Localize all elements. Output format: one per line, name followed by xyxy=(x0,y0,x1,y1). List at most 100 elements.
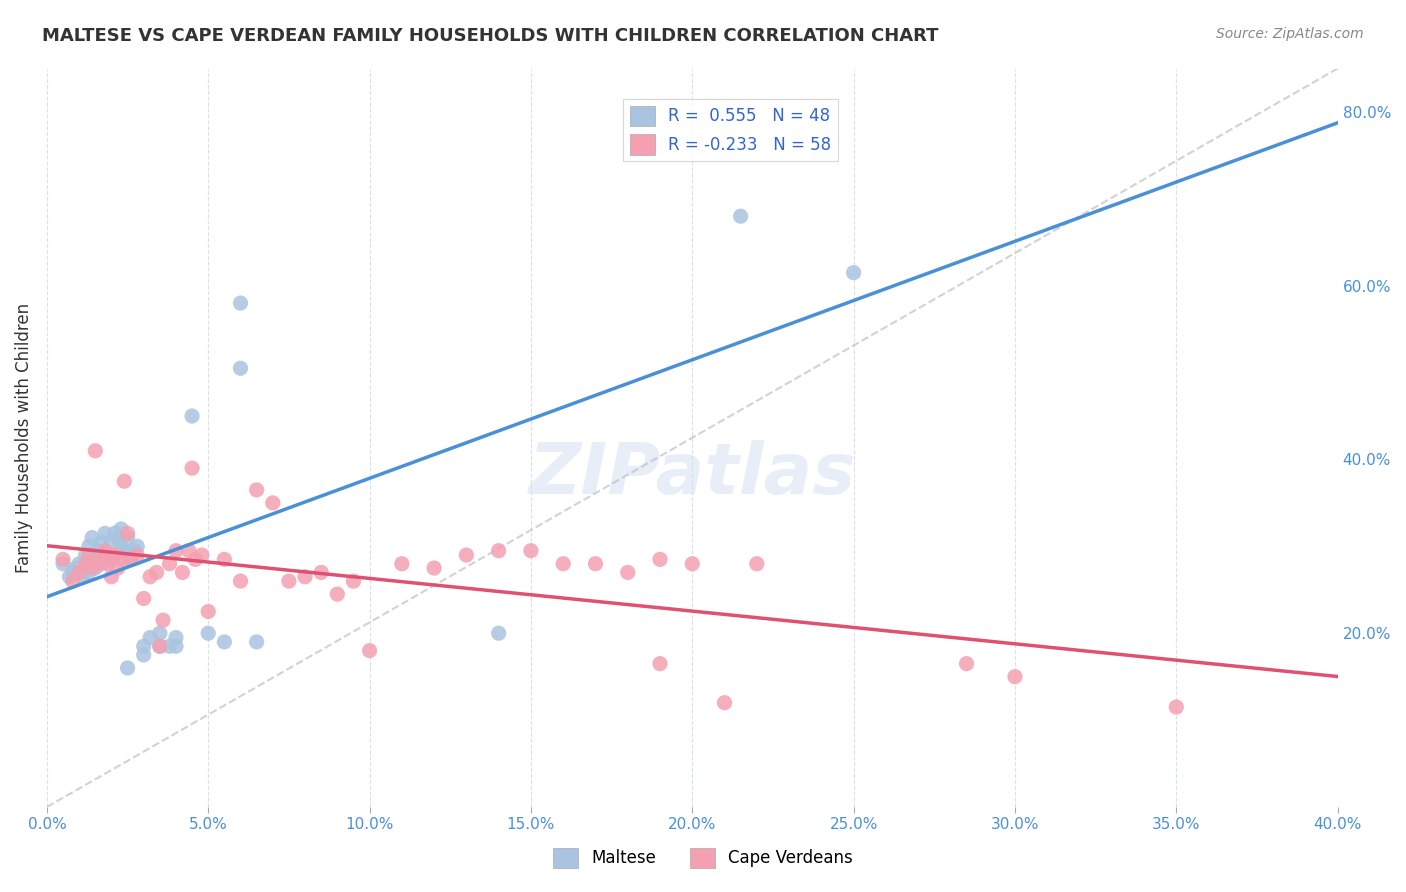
Point xyxy=(229,574,252,588)
Point xyxy=(139,631,162,645)
Point xyxy=(72,570,94,584)
Point xyxy=(127,548,149,562)
Point xyxy=(132,648,155,662)
Point xyxy=(122,543,145,558)
Point xyxy=(80,531,103,545)
Point xyxy=(58,570,80,584)
Point xyxy=(520,543,543,558)
Legend: R =  0.555   N = 48, R = -0.233   N = 58: R = 0.555 N = 48, R = -0.233 N = 58 xyxy=(623,99,838,161)
Point xyxy=(52,552,75,566)
Point xyxy=(309,566,332,580)
Point xyxy=(110,552,132,566)
Point xyxy=(107,561,129,575)
Point xyxy=(87,557,110,571)
Point xyxy=(90,557,112,571)
Point xyxy=(172,566,194,580)
Point xyxy=(145,566,167,580)
Point xyxy=(616,566,638,580)
Y-axis label: Family Households with Children: Family Households with Children xyxy=(15,302,32,573)
Point xyxy=(246,635,269,649)
Point xyxy=(94,543,117,558)
Point xyxy=(90,535,112,549)
Point xyxy=(100,535,122,549)
Point xyxy=(84,552,107,566)
Point xyxy=(423,561,446,575)
Point xyxy=(730,209,752,223)
Point xyxy=(100,570,122,584)
Point xyxy=(84,561,107,575)
Point xyxy=(97,548,120,562)
Point xyxy=(294,570,316,584)
Point xyxy=(84,443,107,458)
Point xyxy=(214,635,236,649)
Point xyxy=(197,626,219,640)
Point xyxy=(97,552,120,566)
Point xyxy=(955,657,977,671)
Point xyxy=(149,640,172,654)
Point xyxy=(391,557,413,571)
Point xyxy=(1004,670,1026,684)
Point xyxy=(713,696,735,710)
Point xyxy=(104,526,127,541)
Point xyxy=(648,552,671,566)
Point xyxy=(112,474,135,488)
Point xyxy=(246,483,269,497)
Point xyxy=(139,570,162,584)
Point xyxy=(117,661,139,675)
Point xyxy=(165,543,187,558)
Point xyxy=(67,557,90,571)
Point xyxy=(97,557,120,571)
Point xyxy=(229,361,252,376)
Point xyxy=(104,548,127,562)
Point xyxy=(120,552,142,566)
Point xyxy=(165,640,187,654)
Point xyxy=(229,296,252,310)
Point xyxy=(681,557,703,571)
Point xyxy=(110,522,132,536)
Point xyxy=(277,574,299,588)
Point xyxy=(359,643,381,657)
Point xyxy=(159,640,181,654)
Point xyxy=(326,587,349,601)
Point xyxy=(75,548,97,562)
Point xyxy=(90,552,112,566)
Point xyxy=(104,548,127,562)
Point xyxy=(585,557,607,571)
Point xyxy=(132,591,155,606)
Point xyxy=(80,561,103,575)
Point xyxy=(648,657,671,671)
Point xyxy=(197,605,219,619)
Legend: Maltese, Cape Verdeans: Maltese, Cape Verdeans xyxy=(547,841,859,875)
Point xyxy=(77,539,100,553)
Point xyxy=(77,548,100,562)
Point xyxy=(842,266,865,280)
Point xyxy=(120,552,142,566)
Point xyxy=(77,566,100,580)
Point xyxy=(488,543,510,558)
Point xyxy=(107,531,129,545)
Point xyxy=(65,561,87,575)
Point xyxy=(94,526,117,541)
Point xyxy=(177,543,200,558)
Point xyxy=(553,557,575,571)
Point xyxy=(1166,700,1188,714)
Point xyxy=(112,543,135,558)
Point xyxy=(117,548,139,562)
Point xyxy=(62,566,84,580)
Point xyxy=(67,566,90,580)
Point xyxy=(52,557,75,571)
Text: ZIPatlas: ZIPatlas xyxy=(529,440,856,509)
Point xyxy=(488,626,510,640)
Point xyxy=(165,631,187,645)
Point xyxy=(342,574,364,588)
Point xyxy=(184,552,207,566)
Point xyxy=(149,640,172,654)
Point xyxy=(745,557,768,571)
Text: MALTESE VS CAPE VERDEAN FAMILY HOUSEHOLDS WITH CHILDREN CORRELATION CHART: MALTESE VS CAPE VERDEAN FAMILY HOUSEHOLD… xyxy=(42,27,939,45)
Point xyxy=(117,531,139,545)
Point xyxy=(191,548,214,562)
Text: Source: ZipAtlas.com: Source: ZipAtlas.com xyxy=(1216,27,1364,41)
Point xyxy=(62,574,84,588)
Point xyxy=(132,640,155,654)
Point xyxy=(110,539,132,553)
